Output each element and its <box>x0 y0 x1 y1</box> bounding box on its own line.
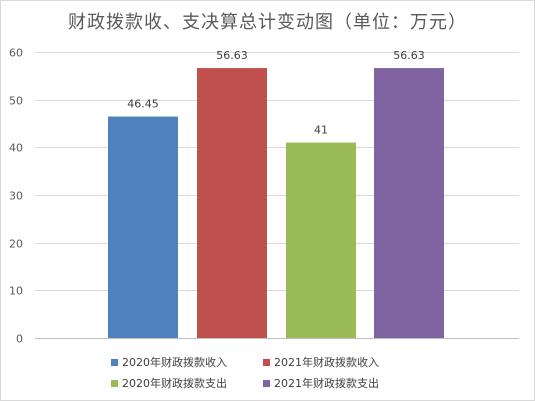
y-axis: 0 10 20 30 40 50 60 <box>9 47 23 346</box>
legend-label-2021-income: 2021年财政拨款收入 <box>274 356 379 369</box>
legend-swatch-2020-income <box>111 358 118 366</box>
legend: 2020年财政拨款收入 2021年财政拨款收入 2020年财政拨款支出 2021… <box>111 354 441 391</box>
legend-swatch-2021-income <box>263 358 270 366</box>
data-label-3: 41 <box>314 124 328 137</box>
data-label-1: 46.45 <box>127 98 159 111</box>
data-label-4: 56.63 <box>393 49 425 62</box>
legend-item-2021-income: 2021年财政拨款收入 <box>263 354 413 370</box>
bar-4 <box>374 68 444 339</box>
bar-2 <box>197 68 267 339</box>
gridlines <box>35 52 519 339</box>
y-tick-label: 20 <box>9 238 23 251</box>
legend-item-2021-expense: 2021年财政拨款支出 <box>263 375 413 391</box>
y-tick-label: 10 <box>9 285 23 298</box>
data-label-2: 56.63 <box>216 49 248 62</box>
legend-swatch-2020-expense <box>111 379 118 387</box>
legend-swatch-2021-expense <box>263 379 270 387</box>
y-tick-label: 60 <box>9 47 23 60</box>
y-tick-label: 30 <box>9 190 23 203</box>
y-tick-label: 50 <box>9 95 23 108</box>
bars <box>108 68 444 339</box>
bar-3 <box>286 142 356 338</box>
y-tick-label: 0 <box>16 333 23 346</box>
legend-label-2020-expense: 2020年财政拨款支出 <box>122 377 227 390</box>
chart-title: 财政拨款收、支决算总计变动图（单位：万元） <box>68 12 467 33</box>
legend-label-2021-expense: 2021年财政拨款支出 <box>274 377 379 390</box>
y-tick-label: 40 <box>9 142 23 155</box>
legend-item-2020-expense: 2020年财政拨款支出 <box>111 375 253 391</box>
bar-1 <box>108 116 178 338</box>
legend-label-2020-income: 2020年财政拨款收入 <box>122 356 227 369</box>
data-labels: 46.45 56.63 41 56.63 <box>127 49 425 137</box>
legend-item-2020-income: 2020年财政拨款收入 <box>111 354 253 370</box>
